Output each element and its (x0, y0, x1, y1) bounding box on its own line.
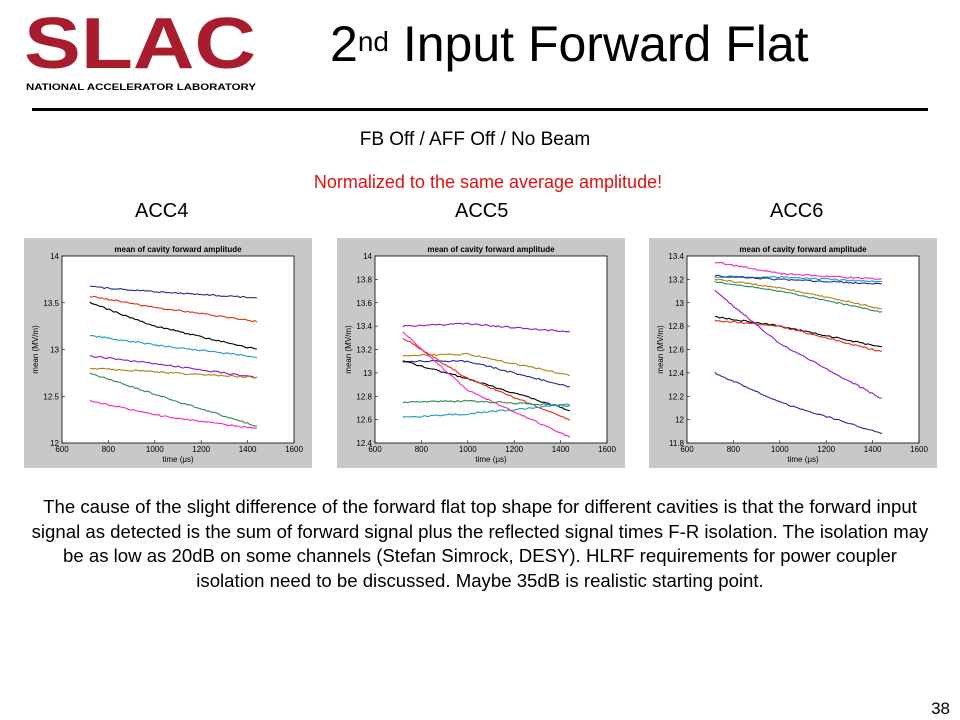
chart-label-acc4: ACC4 (135, 200, 189, 222)
series-line (89, 335, 258, 359)
y-tick-label: 12 (50, 439, 59, 448)
series-line (402, 331, 571, 438)
x-tick-label: 800 (415, 445, 429, 454)
y-tick-label: 13.6 (356, 299, 372, 308)
series-line (402, 337, 571, 421)
slac-logo-subtext: NATIONAL ACCELERATOR LABORATORY (26, 82, 257, 93)
series-line (89, 372, 257, 427)
x-tick-label: 1200 (192, 445, 210, 454)
series-line (714, 278, 882, 310)
x-tick-label: 1000 (459, 445, 477, 454)
series-line (89, 355, 258, 379)
series-line (714, 274, 883, 285)
x-tick-label: 1200 (817, 445, 835, 454)
y-tick-label: 12.6 (356, 416, 372, 425)
x-tick-label: 600 (680, 445, 694, 454)
series-line (714, 275, 882, 283)
normalization-note: Normalized to the same average amplitude… (313, 172, 663, 192)
y-tick-label: 12.6 (668, 346, 684, 355)
chart-label-acc6: ACC6 (770, 200, 824, 222)
x-axis-label: time (μs) (162, 455, 194, 464)
chart-panel-acc6: mean of cavity forward amplitude 600 800 10… (649, 238, 937, 468)
x-tick-label: 1400 (552, 445, 570, 454)
series-line (402, 322, 570, 333)
series-line (714, 261, 883, 280)
series-line (402, 361, 571, 412)
slac-logo: SLAC NATIONAL ACCELERATOR LABORATORY (22, 4, 262, 96)
x-tick-label: 1400 (864, 445, 882, 454)
x-tick-label: 600 (55, 445, 69, 454)
x-tick-label: 600 (368, 445, 382, 454)
y-tick-label: 14 (363, 252, 372, 261)
series-line (89, 301, 257, 350)
series-line (89, 285, 257, 299)
series-line (714, 371, 883, 435)
x-tick-label: 1200 (505, 445, 523, 454)
y-axis-label: mean (MV/m) (31, 325, 40, 374)
x-tick-label: 1600 (285, 445, 303, 454)
page-number: 38 (931, 699, 950, 718)
series-line (714, 280, 883, 313)
x-tick-label: 800 (727, 445, 741, 454)
series-line (89, 295, 258, 323)
chart-title: mean of cavity forward amplitude (114, 245, 242, 254)
y-tick-label: 12.5 (43, 392, 59, 401)
series-line (402, 403, 571, 418)
chart-acc6: mean of cavity forward amplitude 600 800 10… (656, 245, 928, 464)
x-tick-label: 1600 (598, 445, 616, 454)
y-tick-label: 13.2 (668, 275, 684, 284)
x-tick-label: 800 (102, 445, 116, 454)
x-axis-label: time (μs) (787, 455, 819, 464)
y-tick-label: 13.4 (356, 322, 372, 331)
chart-acc5: mean of cavity forward amplitude 600 800 10… (344, 245, 616, 464)
series-line (89, 399, 257, 429)
y-tick-label: 12.4 (668, 369, 684, 378)
y-tick-label: 13.8 (356, 275, 372, 284)
page-title: 2nd Input Forward Flat (330, 16, 809, 72)
series-line (714, 319, 883, 353)
y-tick-label: 13 (363, 369, 372, 378)
y-axis-label: mean (MV/m) (344, 325, 353, 374)
chart-title: mean of cavity forward amplitude (739, 245, 867, 254)
y-tick-label: 12.2 (668, 392, 684, 401)
series-line (714, 289, 882, 399)
y-tick-label: 11.8 (669, 439, 685, 448)
y-tick-label: 12.4 (356, 439, 372, 448)
y-tick-label: 14 (50, 252, 59, 261)
series-line (402, 359, 570, 388)
y-tick-label: 13.4 (668, 252, 684, 261)
y-tick-label: 13.2 (356, 346, 372, 355)
y-tick-label: 13 (50, 346, 59, 355)
plot-area (686, 255, 920, 444)
series-line (402, 399, 571, 407)
x-tick-label: 1600 (910, 445, 928, 454)
x-tick-label: 1000 (771, 445, 789, 454)
plot-area (61, 255, 295, 444)
y-tick-label: 12.8 (668, 322, 684, 331)
explanation-text: The cause of the slight difference of th… (31, 496, 929, 591)
chart-panel-acc5: mean of cavity forward amplitude 600 800 10… (337, 238, 625, 468)
chart-acc4: mean of cavity forward amplitude 600 800 10… (31, 245, 303, 464)
plot-area (374, 255, 608, 444)
y-tick-label: 12.8 (356, 392, 372, 401)
chart-panel-acc4: mean of cavity forward amplitude 600 800 10… (24, 238, 312, 468)
x-axis-label: time (μs) (475, 455, 507, 464)
title-divider (32, 108, 928, 111)
chart-label-acc5: ACC5 (455, 200, 509, 222)
x-tick-label: 1000 (146, 445, 164, 454)
y-tick-label: 13 (675, 299, 684, 308)
slac-logo-wordmark: SLAC (24, 6, 256, 84)
y-axis-label: mean (MV/m) (656, 325, 665, 374)
y-tick-label: 12 (675, 416, 684, 425)
subtitle: FB Off / AFF Off / No Beam (359, 129, 591, 150)
y-tick-label: 13.5 (43, 299, 59, 308)
chart-title: mean of cavity forward amplitude (427, 245, 555, 254)
x-tick-label: 1400 (239, 445, 257, 454)
series-line (89, 367, 258, 379)
